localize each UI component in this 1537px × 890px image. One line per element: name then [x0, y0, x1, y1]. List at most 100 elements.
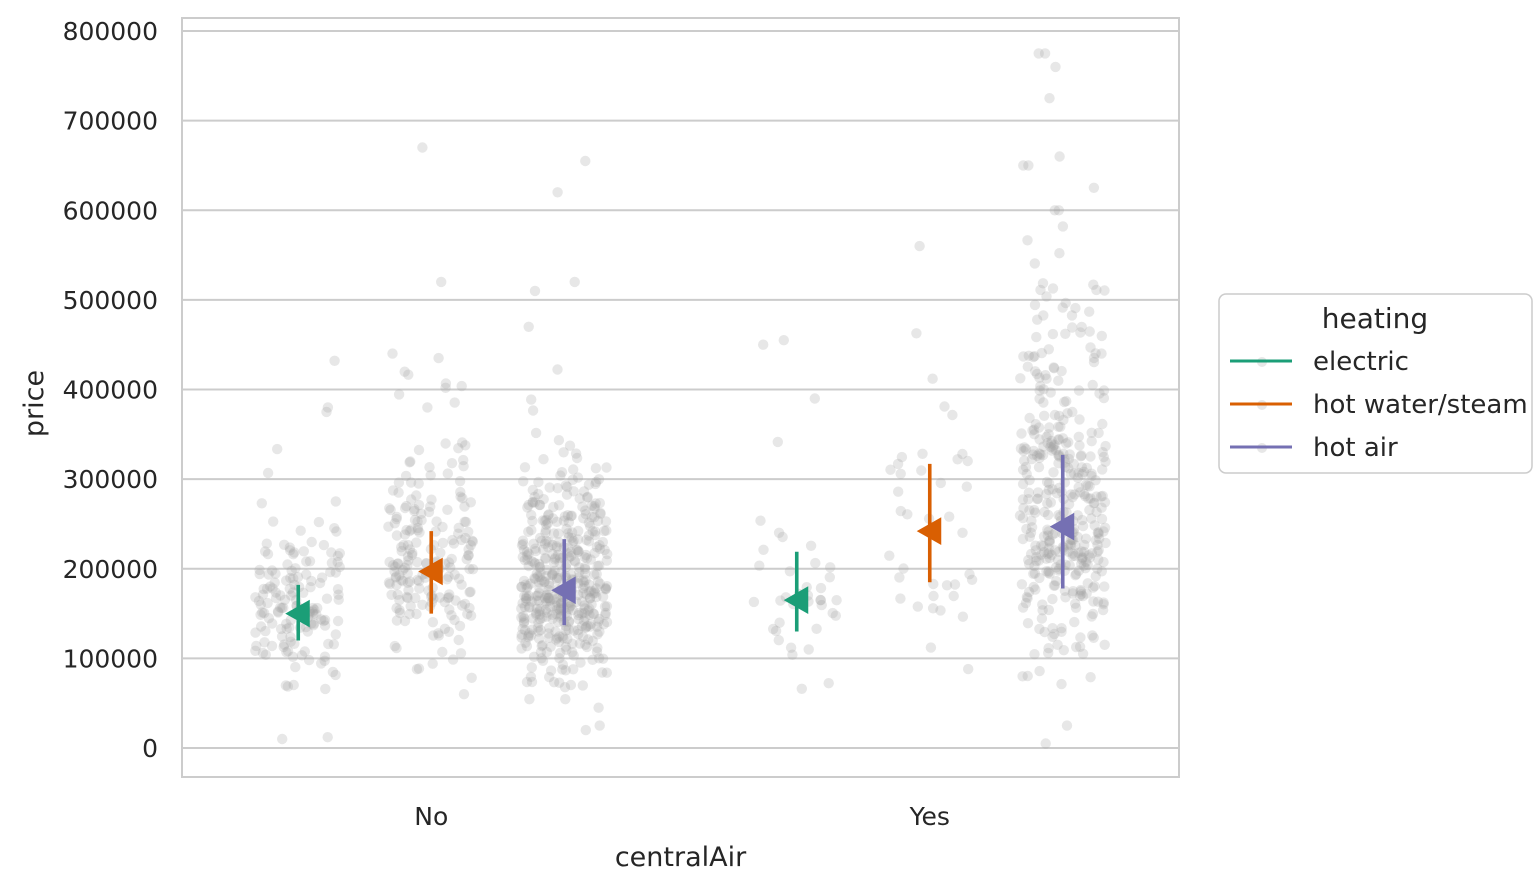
strip-point: [1046, 435, 1057, 447]
strip-point: [529, 497, 540, 508]
strip-point: [591, 591, 602, 603]
strip-point: [1047, 529, 1058, 540]
strip-point: [572, 546, 584, 557]
strip-point: [590, 526, 601, 537]
strip-point: [537, 640, 548, 651]
strip-point: [275, 590, 286, 601]
strip-point: [278, 641, 289, 653]
strip-point: [545, 641, 556, 652]
strip-point: [578, 486, 590, 497]
strip-point: [262, 597, 273, 609]
strip-point: [815, 595, 826, 606]
strip-point: [332, 557, 343, 568]
strip-point: [1016, 579, 1028, 590]
strip-point: [295, 525, 306, 536]
strip-point: [1042, 437, 1053, 449]
strip-point: [572, 472, 584, 483]
strip-point: [321, 406, 332, 418]
strip-point: [319, 651, 331, 662]
strip-point: [1036, 613, 1048, 624]
strip-point: [593, 702, 604, 713]
strip-point: [1092, 563, 1103, 574]
strip-point: [1091, 506, 1102, 518]
strip-point: [1077, 520, 1089, 532]
strip-point: [567, 537, 578, 548]
strip-point: [411, 608, 422, 620]
strip-point: [1060, 438, 1072, 449]
strip-point: [949, 579, 961, 590]
strip-point: [551, 633, 563, 644]
strip-point: [330, 567, 341, 578]
strip-point: [1018, 455, 1030, 466]
strip-point: [935, 605, 946, 616]
strip-point: [1023, 586, 1035, 598]
strip-point: [436, 276, 447, 288]
y-tick-label: 500000: [63, 286, 158, 315]
strip-point: [1100, 537, 1111, 549]
strip-point: [403, 369, 414, 380]
strip-point: [450, 595, 461, 606]
strip-point: [590, 587, 601, 599]
strip-point: [589, 503, 600, 514]
strip-point: [393, 389, 405, 400]
strip-point: [399, 562, 410, 573]
strip-point: [309, 604, 320, 615]
strip-point: [263, 569, 274, 580]
strip-point: [413, 478, 424, 489]
strip-point: [1089, 581, 1100, 592]
strip-point: [1074, 590, 1086, 602]
strip-point: [1034, 393, 1045, 404]
strip-point: [1085, 342, 1096, 353]
plot-frame: [181, 17, 1180, 778]
strip-point: [276, 631, 288, 642]
strip-point: [388, 560, 399, 571]
strip-point: [1099, 522, 1111, 533]
strip-point: [528, 557, 539, 568]
strip-point: [558, 633, 569, 644]
strip-point: [523, 560, 534, 572]
strip-point: [1047, 631, 1058, 642]
strip-point: [1048, 363, 1060, 374]
strip-point: [443, 626, 455, 637]
strip-point: [449, 614, 460, 626]
strip-point: [531, 603, 543, 614]
strip-point: [1053, 434, 1064, 445]
strip-point: [785, 642, 797, 653]
strip-point: [552, 187, 563, 198]
x-tick-labels: No Yes: [414, 802, 950, 831]
strip-point: [527, 405, 539, 416]
strip-point: [531, 608, 542, 619]
strip-point: [262, 467, 274, 479]
strip-point: [262, 548, 274, 560]
strip-point: [331, 526, 342, 537]
strip-point: [1018, 502, 1029, 514]
strip-point: [805, 540, 817, 551]
strip-point: [1047, 623, 1058, 634]
strip-point: [562, 633, 573, 645]
strip-point: [521, 550, 533, 561]
strip-point: [1099, 285, 1110, 296]
strip-point: [948, 590, 959, 602]
strip-point: [461, 554, 472, 565]
strip-point: [1043, 543, 1055, 554]
strip-point: [580, 575, 591, 586]
strip-point: [1080, 491, 1091, 502]
strip-point: [464, 602, 475, 614]
strip-point: [392, 589, 403, 600]
strip-point: [591, 583, 602, 594]
strip-point: [1063, 499, 1075, 510]
strip-point: [404, 576, 416, 587]
strip-point: [385, 504, 396, 516]
strip-point: [594, 540, 605, 551]
strip-point: [443, 592, 455, 603]
strip-point: [533, 476, 544, 488]
strip-point: [1026, 453, 1038, 465]
strip-point: [387, 348, 398, 359]
strip-point: [941, 580, 953, 591]
strip-point: [532, 590, 543, 601]
strip-point: [1098, 597, 1109, 608]
strip-point: [565, 569, 577, 580]
strip-point: [399, 502, 411, 514]
strip-point: [518, 611, 529, 622]
strip-point: [1053, 205, 1065, 216]
